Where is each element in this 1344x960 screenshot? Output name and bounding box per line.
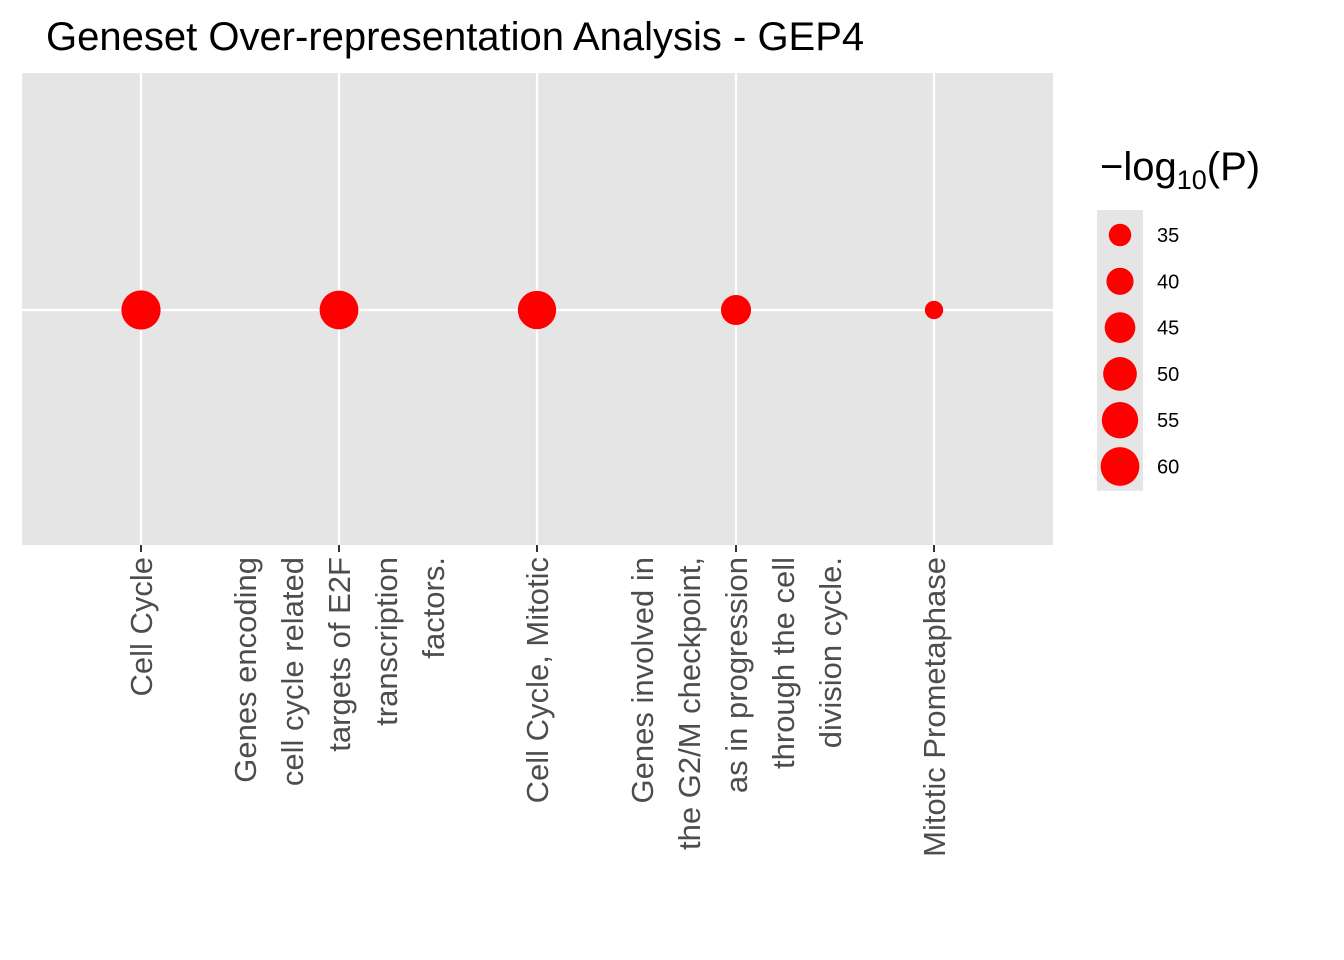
x-tick-label: the G2/M checkpoint, <box>672 557 707 850</box>
x-tick-label: as in progression <box>719 557 754 793</box>
x-tick-label: division cycle. <box>813 557 848 748</box>
data-point-2 <box>319 290 359 330</box>
x-tick-label: through the cell <box>766 557 801 769</box>
legend-key-50 <box>1103 357 1137 391</box>
legend-label: 55 <box>1157 410 1179 432</box>
chart-title: Geneset Over-representation Analysis - G… <box>46 15 864 59</box>
data-point-4 <box>720 294 752 326</box>
data-point-5 <box>924 300 944 320</box>
legend-label: 50 <box>1157 364 1179 386</box>
size-legend: −log10(P) 35 40 45 50 55 60 <box>1097 145 1260 491</box>
x-tick-label: targets of E2F <box>322 557 357 752</box>
x-tick-label: Cell Cycle <box>124 557 159 697</box>
data-point-3 <box>517 290 557 330</box>
legend-label: 35 <box>1157 225 1179 247</box>
points-layer <box>121 290 944 330</box>
legend-key-55 <box>1101 402 1139 439</box>
legend-key-60 <box>1100 447 1140 486</box>
x-axis-ticks: Cell Cycle Genes encoding cell cycle relat… <box>124 545 952 857</box>
x-tick-label: Mitotic Prometaphase <box>917 557 952 857</box>
legend-label: 60 <box>1157 457 1179 479</box>
x-tick-label: Cell Cycle, Mitotic <box>520 557 555 803</box>
legend-label: 45 <box>1157 318 1179 340</box>
legend-key-background <box>1097 210 1143 491</box>
legend-key-35 <box>1108 223 1132 247</box>
x-tick-label: cell cycle related <box>275 557 310 786</box>
legend-label: 40 <box>1157 271 1179 293</box>
data-point-1 <box>121 290 161 330</box>
legend-key-40 <box>1106 267 1134 295</box>
x-tick-label: factors. <box>416 557 451 659</box>
x-tick-label: transcription <box>369 557 404 726</box>
x-tick-label: Genes encoding <box>228 557 263 783</box>
legend-key-45 <box>1104 312 1136 343</box>
x-tick-label: Genes involved in <box>625 557 660 803</box>
legend-title: −log10(P) <box>1100 145 1260 195</box>
